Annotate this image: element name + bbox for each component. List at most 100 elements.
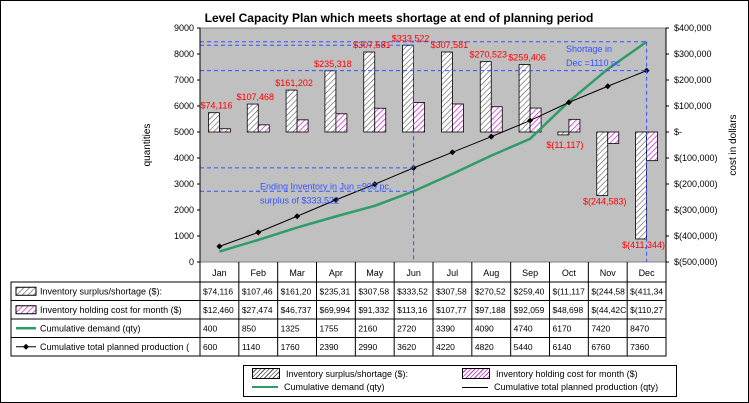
surplus-bar (363, 51, 376, 133)
table-cell: $(110,27 (630, 305, 663, 315)
table-cell: $107,77 (436, 305, 467, 315)
legend-item-demand: Cumulative demand (qty) (252, 382, 385, 392)
table-cell: 8470 (630, 323, 649, 333)
jun-annotation-line1: Ending Inventory in Jun =900 pc, (260, 181, 391, 191)
x-tick-label: Jul (447, 268, 459, 278)
table-cell: 2720 (397, 323, 416, 333)
x-tick-label: Sep (522, 268, 538, 278)
surplus-bar (557, 131, 570, 136)
chart-title: Level Capacity Plan which meets shortage… (205, 11, 594, 25)
table-cell: $92,059 (514, 305, 545, 315)
surplus-bar (518, 64, 531, 133)
table-cell: $333,52 (397, 286, 428, 296)
y-tick-label: 4000 (174, 153, 194, 163)
table-cell: $27,474 (242, 305, 273, 315)
y-tick-label: 7000 (174, 75, 194, 85)
x-tick-label: Feb (250, 268, 266, 278)
bar-data-label: $161,202 (275, 78, 313, 88)
bar-data-label: $270,523 (469, 50, 507, 60)
table-cell: 1760 (281, 342, 300, 352)
table-cell: 7360 (630, 342, 649, 352)
table-cell: $270,52 (475, 286, 506, 296)
production-point (488, 133, 495, 140)
jun-annotation-line2: surplus of $333,522 (260, 195, 339, 205)
pink-hatch-swatch-icon (462, 368, 490, 379)
y-tick-label: 8000 (174, 49, 194, 59)
table-cell: $12,460 (203, 305, 234, 315)
table-cell: $307,58 (358, 286, 389, 296)
cumulative-demand-line (219, 40, 648, 253)
table-key-marker-icon (23, 343, 29, 350)
y2-tick-label: $- (674, 127, 682, 137)
surplus-bar (596, 131, 609, 196)
table-cell: $(11,117 (553, 286, 586, 296)
table-cell: $46,737 (281, 305, 312, 315)
production-point (449, 149, 456, 156)
y2-tick-label: $200,000 (674, 75, 712, 85)
table-cell: 850 (242, 323, 256, 333)
table-key-surplus-icon (15, 286, 37, 296)
green-line-swatch-icon (252, 386, 278, 388)
surplus-bar (208, 112, 220, 133)
table-cell: $91,332 (358, 305, 389, 315)
x-tick-label: Mar (289, 268, 305, 278)
legend-label-demand: Cumulative demand (qty) (284, 382, 385, 392)
y2-tick-label: $(200,000) (674, 179, 718, 189)
bar-data-label: $74,116 (200, 101, 232, 111)
bar-data-label: $(411,344) (622, 240, 665, 250)
table-cell: 1325 (281, 323, 300, 333)
legend-label-holding: Inventory holding cost for month ($) (496, 368, 638, 379)
x-tick-label: Nov (600, 268, 617, 278)
table-cell: 2160 (358, 323, 377, 333)
holding-cost-bar (413, 102, 425, 133)
y-tick-label: 6000 (174, 101, 194, 111)
bar-data-label: $307,581 (431, 40, 469, 50)
table-cell: $259,40 (514, 286, 545, 296)
table-cell: $307,58 (436, 286, 467, 296)
table-cell: 4820 (475, 342, 494, 352)
y-tick-label: 5000 (174, 127, 194, 137)
surplus-bar (402, 44, 414, 133)
bar-data-label: $307,581 (353, 40, 391, 50)
holding-cost-bar (490, 106, 503, 133)
table-cell: 3390 (436, 323, 455, 333)
table-row-label: Inventory surplus/shortage ($): (40, 286, 162, 296)
y2-tick-label: $400,000 (674, 23, 712, 33)
production-point (527, 117, 534, 124)
surplus-bar (441, 51, 453, 133)
table-cell: $113,16 (397, 305, 427, 315)
table-cell: 4090 (475, 323, 494, 333)
table-cell: $97,188 (475, 305, 506, 315)
table-cell: 4220 (436, 342, 455, 352)
production-point (216, 243, 223, 250)
holding-cost-bar (568, 118, 581, 133)
bar-data-label: $333,522 (392, 33, 430, 43)
table-cell: $74,116 (203, 286, 233, 296)
table-row-label: Cumulative demand (qty) (40, 323, 141, 333)
cumulative-production-line (219, 70, 647, 247)
table-cell: $107,46 (242, 286, 273, 296)
y2-tick-label: $(300,000) (674, 205, 718, 215)
legend-item-surplus: Inventory surplus/shortage ($): (252, 368, 408, 379)
holding-cost-bar (296, 119, 309, 133)
table-cell: $48,698 (553, 305, 584, 315)
bar-data-label: $(244,583) (583, 197, 627, 207)
table-cell: $161,20 (281, 286, 312, 296)
surplus-bar (479, 61, 492, 133)
x-tick-label: Oct (562, 268, 577, 278)
holding-cost-bar (219, 128, 231, 133)
holding-cost-bar (374, 107, 387, 133)
surplus-bar (324, 70, 337, 133)
x-tick-label: Jan (212, 268, 227, 278)
black-marker-line-swatch-icon (462, 386, 488, 388)
production-point (255, 229, 262, 236)
surplus-bar (246, 103, 259, 133)
production-point (371, 181, 378, 188)
table-cell: 2990 (358, 342, 377, 352)
table-cell: $69,994 (320, 305, 351, 315)
holding-cost-bar (335, 113, 348, 133)
y-tick-label: 3000 (174, 179, 194, 189)
table-cell: 400 (203, 323, 217, 333)
x-tick-label: Jun (406, 268, 421, 278)
